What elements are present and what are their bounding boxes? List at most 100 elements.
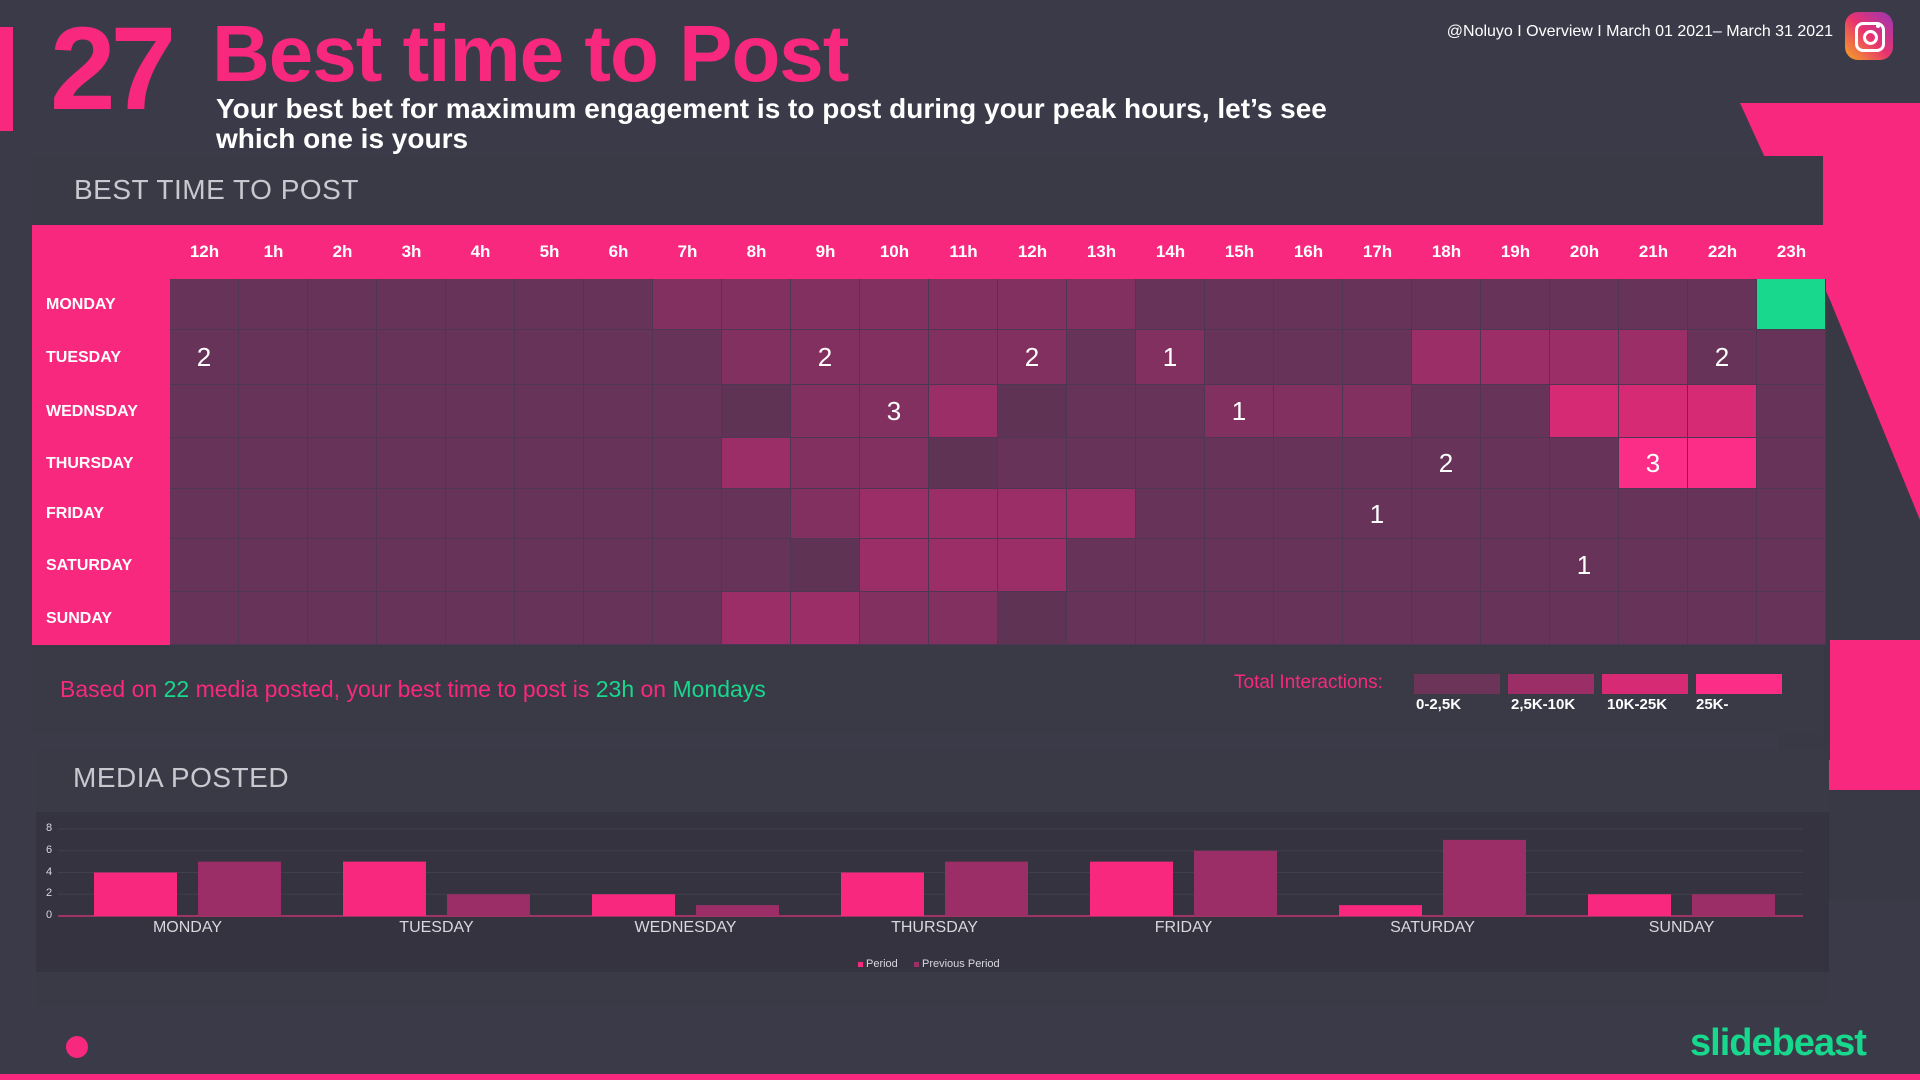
- heat-cell: [653, 330, 722, 385]
- heat-cell: [1067, 489, 1136, 539]
- heat-cell: [515, 592, 584, 645]
- heat-cell: [446, 330, 515, 385]
- heat-cell: [1550, 330, 1619, 385]
- heat-cell: [515, 330, 584, 385]
- heat-cell: [722, 592, 791, 645]
- hour-label-16h: 16h: [1293, 242, 1324, 261]
- instagram-icon: [1845, 12, 1893, 60]
- heat-cell: [515, 385, 584, 438]
- heat-cell: [1067, 330, 1136, 385]
- bottom-accent-line: [0, 1074, 1920, 1080]
- heat-cell: [1619, 279, 1688, 330]
- heat-cell: [929, 279, 998, 330]
- day-label-monday: MONDAY: [46, 295, 116, 313]
- heat-cell: [1136, 279, 1205, 330]
- heat-cell: [1136, 592, 1205, 645]
- heat-cell: [1205, 539, 1274, 592]
- heat-cell: [1550, 592, 1619, 645]
- heat-cell: [860, 592, 929, 645]
- heat-cell: [1205, 279, 1274, 330]
- heat-cell: [653, 438, 722, 489]
- heat-cell: [1205, 438, 1274, 489]
- heat-cell: [653, 279, 722, 330]
- hour-label-8h: 8h: [746, 242, 767, 261]
- heat-cell: [1757, 592, 1826, 645]
- heat-cell: [1757, 438, 1826, 489]
- hour-label-11h: 11h: [949, 242, 978, 261]
- bar-chart-svg: [58, 828, 1803, 917]
- heat-cell: [860, 279, 929, 330]
- category-label: TUESDAY: [399, 919, 474, 936]
- heat-cell: [791, 592, 860, 645]
- legend-swatch-1: [1414, 674, 1500, 694]
- heat-cell: [1136, 385, 1205, 438]
- y-tick-label: 8: [46, 822, 53, 834]
- heat-cell: [308, 438, 377, 489]
- heat-cell: [515, 489, 584, 539]
- report-meta: @Noluyo I Overview I March 01 2021– Marc…: [1446, 23, 1833, 40]
- day-label-friday: FRIDAY: [46, 505, 105, 522]
- heat-cell: [1550, 279, 1619, 330]
- heat-cell: [722, 330, 791, 385]
- heat-cell: [377, 385, 446, 438]
- heat-cell: [239, 385, 308, 438]
- heat-cell: [170, 438, 239, 489]
- heat-cell: [1274, 385, 1343, 438]
- heat-cell: [1688, 592, 1757, 645]
- legend-swatch-2: [1508, 674, 1594, 694]
- heat-cell: [1343, 279, 1412, 330]
- heat-cell: [1274, 438, 1343, 489]
- heat-cell: 3: [1619, 438, 1688, 489]
- hour-label-1h: 1h: [263, 242, 284, 261]
- heat-cell: [791, 438, 860, 489]
- heat-cell: [998, 438, 1067, 489]
- heat-cell: [1619, 385, 1688, 438]
- heat-cell: [791, 539, 860, 592]
- y-tick-label: 2: [46, 887, 53, 900]
- heat-cell: [1274, 279, 1343, 330]
- heat-cell: [1412, 592, 1481, 645]
- heat-cell: [584, 489, 653, 539]
- y-tick-label: 4: [46, 865, 53, 878]
- heat-cell: 3: [860, 385, 929, 438]
- bar-previous-period: [945, 861, 1028, 916]
- heat-cell: [1757, 385, 1826, 438]
- heat-cell: [1274, 539, 1343, 592]
- heat-cell: [170, 385, 239, 438]
- heat-cell: [1067, 385, 1136, 438]
- heatmap-header: [32, 225, 1823, 279]
- legend-label-2: 2,5K-10K: [1511, 696, 1576, 713]
- media-posted-panel: MEDIA POSTED 0 2 4 6 8 MONDAY TUESDAY WEDNESDAY…: [36, 750, 1829, 1006]
- heat-cell: [239, 539, 308, 592]
- day-label-wednsday: WEDNSDAY: [46, 402, 138, 420]
- slide-dot: [66, 1036, 88, 1058]
- heat-cell: [929, 592, 998, 645]
- heat-cell: [1688, 539, 1757, 592]
- legend-label-4: 25K-: [1696, 696, 1729, 713]
- heat-cell: [1688, 489, 1757, 539]
- heat-cell: [1136, 539, 1205, 592]
- heat-cell: [722, 539, 791, 592]
- bar-previous-period: [1194, 850, 1277, 916]
- heat-cell: [239, 279, 308, 330]
- heat-cell: [377, 489, 446, 539]
- heat-cell: [929, 385, 998, 438]
- heat-cell: [1274, 489, 1343, 539]
- hour-label-14h: 14h: [1155, 242, 1186, 261]
- heat-cell: [1757, 330, 1826, 385]
- hour-label-17h: 17h: [1362, 242, 1393, 261]
- heat-cell: [170, 279, 239, 330]
- hour-label-5h: 5h: [539, 242, 560, 261]
- accent-bar: [0, 27, 13, 131]
- heat-cell: [1067, 438, 1136, 489]
- heat-cell: [1619, 592, 1688, 645]
- heat-cell: [722, 385, 791, 438]
- hour-label-23h: 23h: [1776, 242, 1807, 261]
- hour-label-4h: 4h: [470, 242, 491, 261]
- bar-period: [1090, 861, 1173, 916]
- heat-cell: 2: [1412, 438, 1481, 489]
- heat-cell: [1412, 539, 1481, 592]
- heat-cell: 2: [998, 330, 1067, 385]
- legend-label-1: 0-2,5K: [1416, 696, 1462, 713]
- heat-cell: 2: [791, 330, 860, 385]
